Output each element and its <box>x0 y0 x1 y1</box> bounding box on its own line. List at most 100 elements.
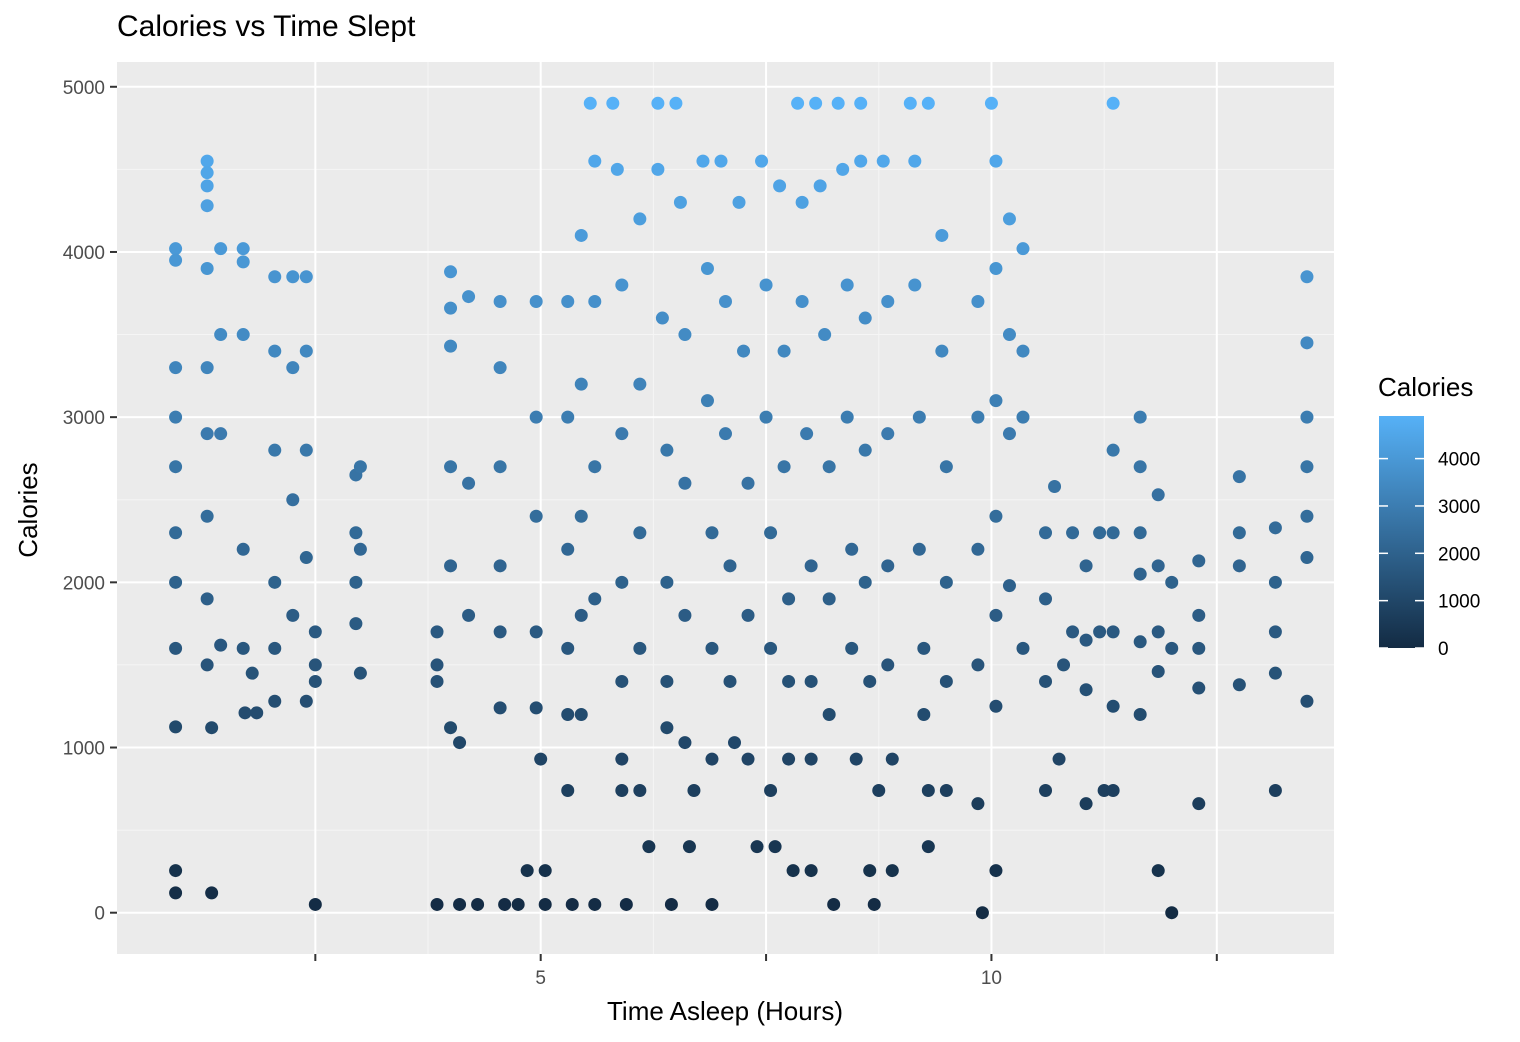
data-point <box>971 658 985 672</box>
data-point <box>493 361 507 375</box>
data-point <box>858 443 872 457</box>
data-point <box>750 840 764 854</box>
data-point <box>971 410 985 424</box>
data-point <box>462 290 476 304</box>
data-point <box>520 864 534 878</box>
data-point <box>1039 783 1053 797</box>
y-tick-label: 2000 <box>63 573 105 594</box>
data-point <box>588 154 602 168</box>
data-point <box>655 311 669 325</box>
data-point <box>921 783 935 797</box>
data-point <box>935 228 949 242</box>
data-point <box>430 658 444 672</box>
colorbar-tick-label: 1000 <box>1438 592 1480 613</box>
data-point <box>1106 699 1120 713</box>
data-point <box>863 674 877 688</box>
data-point <box>989 699 1003 713</box>
data-point <box>741 752 755 766</box>
data-point <box>529 295 543 309</box>
data-point <box>236 328 250 342</box>
data-point <box>831 96 845 110</box>
data-point <box>854 154 868 168</box>
data-point <box>863 864 877 878</box>
data-point <box>169 361 183 375</box>
data-point <box>700 394 714 408</box>
data-point <box>200 166 214 180</box>
data-point <box>1079 633 1093 647</box>
data-point <box>574 707 588 721</box>
data-point <box>444 339 458 353</box>
data-point <box>1106 526 1120 540</box>
data-point <box>268 270 282 284</box>
data-point <box>561 295 575 309</box>
data-point <box>353 666 367 680</box>
data-point <box>286 493 300 507</box>
data-point <box>921 96 935 110</box>
data-point <box>299 344 313 358</box>
data-point <box>299 270 313 284</box>
data-point <box>561 542 575 556</box>
data-point <box>299 443 313 457</box>
y-tick-label: 3000 <box>63 408 105 429</box>
data-point <box>286 270 300 284</box>
data-point <box>804 674 818 688</box>
data-point <box>1300 460 1314 474</box>
colorbar-ticks: 0 1000 2000 3000 4000 <box>1379 450 1480 660</box>
data-point <box>200 154 214 168</box>
data-point <box>462 608 476 622</box>
data-point <box>732 195 746 209</box>
data-point <box>308 674 322 688</box>
data-point <box>989 608 1003 622</box>
data-point <box>764 783 778 797</box>
data-point <box>1002 579 1016 593</box>
data-point <box>1268 521 1282 535</box>
y-tick-label: 4000 <box>63 243 105 264</box>
data-point <box>741 476 755 490</box>
data-point <box>1300 410 1314 424</box>
data-point <box>1066 625 1080 639</box>
data-point <box>430 897 444 911</box>
data-point <box>673 195 687 209</box>
data-point <box>642 840 656 854</box>
data-point <box>200 427 214 441</box>
data-point <box>777 460 791 474</box>
data-point <box>529 625 543 639</box>
data-point <box>615 783 629 797</box>
data-point <box>1093 526 1107 540</box>
data-point <box>565 897 579 911</box>
data-point <box>1192 641 1206 655</box>
data-point <box>200 261 214 275</box>
data-point <box>804 752 818 766</box>
data-point <box>822 460 836 474</box>
data-point <box>493 295 507 309</box>
data-point <box>268 344 282 358</box>
data-point <box>1300 509 1314 523</box>
data-point <box>845 641 859 655</box>
data-point <box>764 641 778 655</box>
data-point <box>908 278 922 292</box>
data-point <box>840 410 854 424</box>
data-point <box>430 625 444 639</box>
y-axis-label: Calories <box>13 462 43 557</box>
data-point <box>1039 674 1053 688</box>
data-point <box>678 476 692 490</box>
data-point <box>908 154 922 168</box>
data-point <box>444 301 458 315</box>
data-point <box>493 460 507 474</box>
data-point <box>849 752 863 766</box>
data-point <box>939 674 953 688</box>
data-point <box>1106 443 1120 457</box>
data-point <box>885 752 899 766</box>
data-point <box>574 377 588 391</box>
data-point <box>236 242 250 256</box>
data-point <box>583 96 597 110</box>
data-point <box>1151 864 1165 878</box>
legend-title: Calories <box>1378 372 1474 402</box>
data-point <box>1151 559 1165 573</box>
data-point <box>574 608 588 622</box>
data-point <box>696 154 710 168</box>
data-point <box>169 242 183 256</box>
data-point <box>633 212 647 226</box>
data-point <box>1300 270 1314 284</box>
data-point <box>200 361 214 375</box>
